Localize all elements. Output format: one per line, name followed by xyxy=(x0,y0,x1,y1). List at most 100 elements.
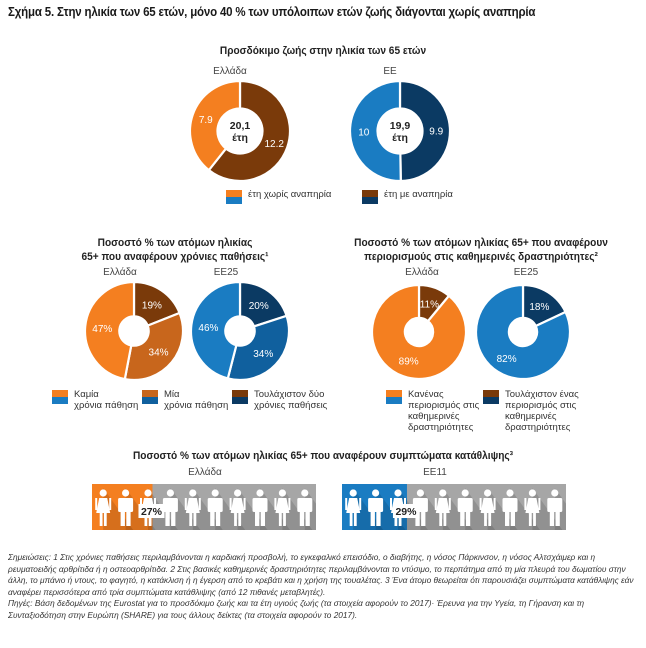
depression-eu-pictogram: 29% xyxy=(342,484,566,530)
depression-greece-label: Ελλάδα xyxy=(188,467,222,478)
life-greece-label: Ελλάδα xyxy=(213,66,247,77)
woman-icon xyxy=(184,489,201,526)
donut-slice xyxy=(398,80,452,182)
slice-label: 19% xyxy=(142,301,162,312)
figure-title: Σχήμα 5. Στην ηλικία των 65 ετών, μόνο 4… xyxy=(8,5,536,19)
legend-swatch xyxy=(386,390,402,404)
legend-swatch xyxy=(483,390,499,404)
icon-shadow xyxy=(375,488,406,530)
icon-shadow xyxy=(353,488,384,530)
title-line: 65+ που αναφέρουν χρόνιες παθήσεις¹ xyxy=(81,251,269,263)
woman-icon xyxy=(479,489,496,526)
legend-with-disability: έτη με αναπηρία xyxy=(362,189,453,204)
donut-slice xyxy=(238,281,288,328)
legend-swatch xyxy=(232,390,248,404)
donut-slice xyxy=(190,281,242,380)
slice-label: 7.9 xyxy=(199,115,213,126)
slice-label: 34% xyxy=(149,347,169,358)
donut-slice xyxy=(371,284,467,380)
legend-one-limitation: Τουλάχιστον ένας περιορισμός στις καθημερι… xyxy=(483,389,579,433)
title-line: Ποσοστό % των ατόμων ηλικίας xyxy=(97,237,253,249)
donut-slice xyxy=(188,80,242,172)
donut-slice xyxy=(207,80,292,182)
center-value: 20,1 xyxy=(230,120,251,132)
legend-swatch xyxy=(52,390,68,404)
slice-label: 89% xyxy=(399,357,419,368)
legend-label: Κανένας περιορισμός στις καθημερινές δραστη… xyxy=(408,389,480,433)
man-icon xyxy=(162,489,178,526)
center-unit: έτη xyxy=(392,132,408,144)
donut-slice xyxy=(123,311,184,381)
value-label-bg xyxy=(392,504,419,518)
slice-label: 18% xyxy=(529,302,549,313)
notes-text: Σημειώσεις: 1 Στις χρόνιες παθήσεις περι… xyxy=(8,552,634,597)
sources-text: Πηγές: Βάση δεδομένων της Eurostat για τ… xyxy=(8,598,585,620)
slice-label: 20% xyxy=(249,301,269,312)
woman-icon xyxy=(434,489,451,526)
donut-slice xyxy=(84,281,136,381)
center-value: 19,9 xyxy=(390,120,411,132)
legend-one-chronic: Μία χρόνια πάθηση xyxy=(142,389,228,411)
legend-swatch xyxy=(362,190,378,204)
man-icon xyxy=(368,489,384,526)
legend-swatch xyxy=(142,390,158,404)
man-icon xyxy=(207,489,223,526)
legend-two-chronic: Τουλάχιστον δύο χρόνιες παθήσεις xyxy=(232,389,327,411)
donut-slice xyxy=(132,281,181,328)
slice-label: 82% xyxy=(497,354,517,365)
woman-icon xyxy=(345,489,362,526)
legend-label: Καμία χρόνια πάθηση xyxy=(74,389,139,411)
center-unit: έτη xyxy=(232,132,248,144)
legend-label: Μία χρόνια πάθηση xyxy=(164,389,229,411)
chronic-eu-label: ΕΕ25 xyxy=(213,267,239,278)
legend-label: έτη χωρίς αναπηρία xyxy=(248,189,332,200)
depression-eu-label: ΕΕ11 xyxy=(423,467,447,478)
slice-label: 9.9 xyxy=(429,127,443,138)
man-icon xyxy=(502,489,518,526)
slice-label: 11% xyxy=(420,299,439,310)
donut-slice xyxy=(475,284,571,380)
woman-icon xyxy=(524,489,541,526)
slice-label: 46% xyxy=(198,323,218,334)
legend-swatch xyxy=(226,190,242,204)
woman-icon xyxy=(274,489,291,526)
title-line: Ποσοστό % των ατόμων ηλικίας 65+ που ανα… xyxy=(354,237,608,249)
chronic-conditions-title: Ποσοστό % των ατόμων ηλικίας 65+ που ανα… xyxy=(51,236,299,264)
chronic-eu-donut: 20% 34% 46% xyxy=(190,281,290,381)
life-expectancy-title: Προσδόκιμο ζωής στην ηλικία των 65 ετών xyxy=(219,45,427,57)
legend-label: έτη με αναπηρία xyxy=(384,189,453,200)
limitations-eu-donut: 18% 82% xyxy=(475,284,571,380)
slice-label: 34% xyxy=(253,349,273,360)
icon-shadow xyxy=(532,488,563,530)
value-label: 27% xyxy=(141,506,163,518)
woman-icon xyxy=(229,489,246,526)
limitations-eu-label: ΕΕ25 xyxy=(513,267,539,278)
man-icon xyxy=(252,489,268,526)
value-label: 29% xyxy=(395,506,417,518)
depression-greece-pictogram: 27% xyxy=(92,484,316,530)
value-label-bg xyxy=(138,504,165,518)
limitations-title: Ποσοστό % των ατόμων ηλικίας 65+ που ανα… xyxy=(348,236,615,264)
donut-slice xyxy=(348,80,402,182)
legend-label: Τουλάχιστον δύο χρόνιες παθήσεις xyxy=(254,389,328,411)
legend-label: Τουλάχιστον ένας περιορισμός στις καθημερι… xyxy=(505,389,579,433)
donut-slice xyxy=(226,314,290,381)
slice-label: 10 xyxy=(358,127,370,138)
title-line: περιορισμούς στις καθημερινές δραστηριότ… xyxy=(364,251,598,263)
legend-without-disability: έτη χωρίς αναπηρία xyxy=(226,189,331,204)
depression-title: Ποσοστό % των ατόμων ηλικίας 65+ που ανα… xyxy=(132,450,514,462)
legend-no-chronic: Καμία χρόνια πάθηση xyxy=(52,389,138,411)
icon-shadow xyxy=(465,488,496,530)
legend-no-limitation: Κανένας περιορισμός στις καθημερινές δραστη… xyxy=(386,389,479,433)
chronic-greece-donut: 19% 34% 47% xyxy=(84,281,184,381)
man-icon xyxy=(297,489,313,526)
chronic-greece-label: Ελλάδα xyxy=(103,267,137,278)
man-icon xyxy=(457,489,473,526)
slice-label: 12.2 xyxy=(264,139,284,150)
life-eu-label: ΕΕ xyxy=(383,66,397,77)
man-icon xyxy=(118,489,134,526)
slice-label: 47% xyxy=(92,324,112,335)
limitations-greece-label: Ελλάδα xyxy=(405,267,439,278)
